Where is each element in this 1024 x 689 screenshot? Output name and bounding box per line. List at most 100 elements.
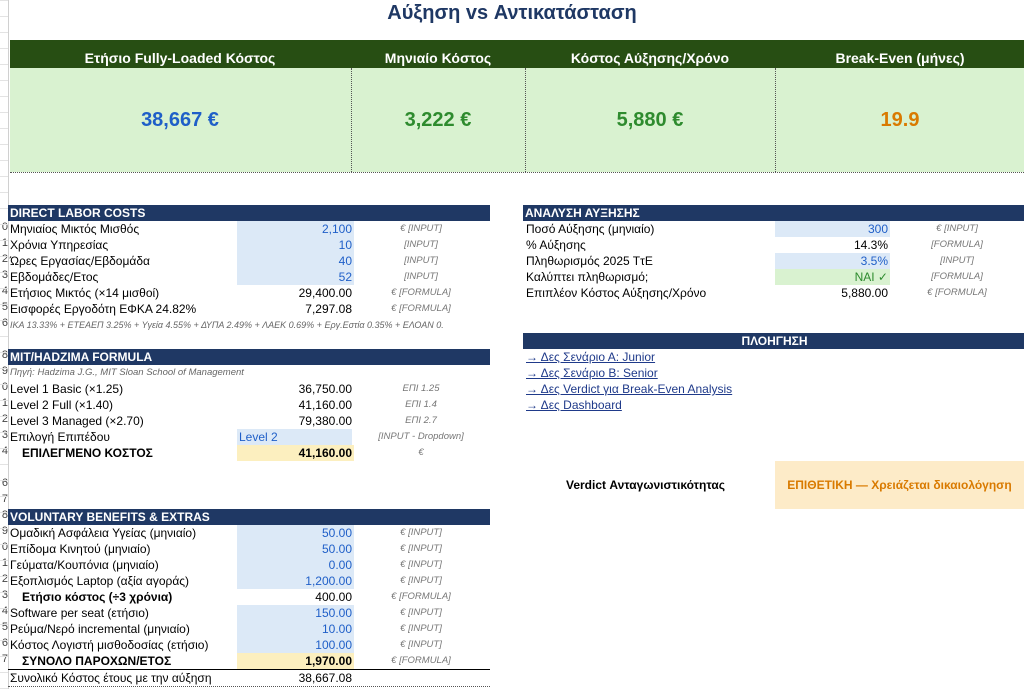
level-choice-note: [INPUT - Dropdown] <box>378 431 464 442</box>
row-number: 2 <box>1 413 8 425</box>
kpi-divider <box>351 68 352 172</box>
kpi-value-annual: 38,667 € <box>141 109 219 131</box>
benefit-input[interactable]: 100.00 <box>237 637 354 653</box>
row-number: 0 <box>1 381 8 393</box>
row-number: 6 <box>1 477 8 489</box>
mit-label: Level 1 Basic (×1.25) <box>10 382 124 396</box>
row-number: 2 <box>1 253 8 265</box>
gridline <box>0 240 8 241</box>
row-number: 6 <box>1 317 8 329</box>
benefit-note: € [INPUT] <box>400 527 442 538</box>
row-number: 5 <box>1 621 8 633</box>
gridline <box>0 208 8 209</box>
raise-label: Επιπλέον Κόστος Αύξησης/Χρόνο <box>526 286 707 300</box>
row-number: 0 <box>1 541 8 553</box>
weeks-per-year-input[interactable]: 52 <box>237 269 354 285</box>
gridline <box>0 224 8 225</box>
kpi-value-breakeven: 19.9 <box>880 109 920 131</box>
direct-note: € [FORMULA] <box>391 303 451 314</box>
kpi-label-breakeven: Break-Even (μήνες) <box>835 50 965 66</box>
row-gutter-border <box>8 0 9 689</box>
gridline <box>0 0 8 1</box>
row-number: 2 <box>1 573 8 585</box>
raise-label: Ποσό Αύξησης (μηνιαίο) <box>526 222 655 236</box>
raise-input[interactable]: 300 <box>775 221 890 237</box>
benefit-input[interactable]: 1,200.00 <box>237 573 354 589</box>
kpi-label-raise: Κόστος Αύξησης/Χρόνο <box>570 50 730 66</box>
gridline <box>0 160 8 161</box>
raise-label: Πληθωρισμός 2025 ΤτΕ <box>526 254 653 268</box>
gridline <box>0 432 8 433</box>
raise-label: Καλύπτει πληθωρισμό; <box>526 270 649 284</box>
raise-note: [FORMULA] <box>931 239 983 250</box>
gridline <box>0 608 8 609</box>
level-dropdown[interactable]: Level 2 <box>237 429 352 445</box>
nav-link-junior[interactable]: → Δες Σενάριο Α: Junior <box>526 350 656 364</box>
selected-cost-note: € <box>418 447 424 458</box>
verdict-label: Verdict Ανταγωνιστικότητας <box>566 478 725 492</box>
row-number: 9 <box>1 365 8 377</box>
benefits-total-label: ΣΥΝΟΛΟ ΠΑΡΟΧΩΝ/ΕΤΟΣ <box>22 654 172 668</box>
direct-label: Μηνιαίος Μικτός Μισθός <box>10 222 140 236</box>
row-number: 0 <box>1 221 8 233</box>
gridline <box>0 48 8 49</box>
service-years-input[interactable]: 10 <box>237 237 354 253</box>
nav-header: ΠΛΟΗΓΗΣΗ <box>523 333 1024 349</box>
benefit-note: € [INPUT] <box>400 543 442 554</box>
gridline <box>0 624 8 625</box>
raise-input[interactable]: 3.5% <box>775 253 890 269</box>
mit-level1-value: 36,750.00 <box>298 382 352 396</box>
benefits-total-value: 1,970.00 <box>237 653 354 669</box>
gridline <box>0 400 8 401</box>
row-number: 8 <box>1 509 8 521</box>
kpi-value-monthly: 3,222 € <box>404 109 472 131</box>
raise-note: € [FORMULA] <box>927 287 987 298</box>
row-number: 7 <box>1 493 8 505</box>
weekly-hours-input[interactable]: 40 <box>237 253 354 269</box>
gridline <box>0 352 8 353</box>
benefit-input[interactable]: 150.00 <box>237 605 354 621</box>
gridline <box>0 640 8 641</box>
gridline <box>0 368 8 369</box>
benefit-input[interactable]: 0.00 <box>237 557 354 573</box>
nav-link-senior[interactable]: → Δες Σενάριο Β: Senior <box>526 366 658 380</box>
direct-label: Εισφορές Εργοδότη ΕΦΚΑ 24.82% <box>10 302 197 316</box>
benefit-input[interactable]: 10.00 <box>237 621 354 637</box>
raise-note: € [INPUT] <box>936 223 978 234</box>
benefit-input[interactable]: 50.00 <box>237 541 354 557</box>
gridline <box>0 336 8 337</box>
gridline <box>0 672 8 673</box>
row-number: 3 <box>1 429 8 441</box>
mit-label: Level 3 Managed (×2.70) <box>10 414 144 428</box>
gridline <box>0 656 8 657</box>
nav-link-verdict[interactable]: → Δες Verdict για Break-Even Analysis <box>526 382 733 396</box>
benefit-label: Εξοπλισμός Laptop (αξία αγοράς) <box>10 574 190 588</box>
kpi-bottom-border <box>10 172 1024 173</box>
gridline <box>0 112 8 113</box>
gridline <box>0 480 8 481</box>
gridline <box>0 512 8 513</box>
kpi-divider <box>525 68 526 172</box>
kpi-header-band <box>10 40 1024 68</box>
benefit-input[interactable]: 50.00 <box>237 525 354 541</box>
gridline <box>0 496 8 497</box>
benefit-label: Ρεύμα/Νερό incremental (μηνιαίο) <box>10 622 190 636</box>
direct-note: € [FORMULA] <box>391 287 451 298</box>
benefit-label: Επίδομα Κινητού (μηνιαίο) <box>10 542 151 556</box>
nav-link-dashboard[interactable]: → Δες Dashboard <box>526 398 622 412</box>
raise-label: % Αύξησης <box>526 238 586 252</box>
gridline <box>0 32 8 33</box>
gridline <box>0 80 8 81</box>
benefit-note: € [INPUT] <box>400 623 442 634</box>
direct-label: Χρόνια Υπηρεσίας <box>10 238 109 252</box>
direct-label: Ώρες Εργασίας/Εβδομάδα <box>10 254 150 268</box>
selected-cost-label: ΕΠΙΛΕΓΜΕΝΟ ΚΟΣΤΟΣ <box>22 446 153 460</box>
benefit-label: Ομαδική Ασφάλεια Υγείας (μηνιαίο) <box>10 526 197 540</box>
gridline <box>0 528 8 529</box>
gridline <box>0 272 8 273</box>
direct-note: [INPUT] <box>404 239 438 250</box>
monthly-salary-input[interactable]: 2,100 <box>237 221 354 237</box>
mit-note: ΕΠΙ 1.4 <box>405 399 437 410</box>
row-number: 4 <box>1 285 8 297</box>
row-number: 8 <box>1 349 8 361</box>
